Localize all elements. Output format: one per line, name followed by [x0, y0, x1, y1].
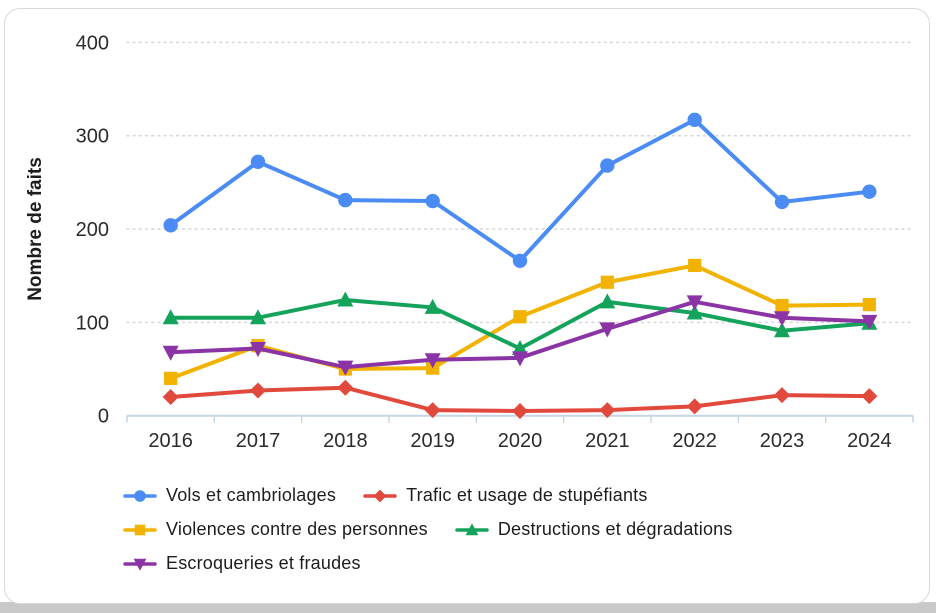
- data-point-marker: [600, 158, 615, 173]
- x-tick-label: 2023: [760, 430, 805, 452]
- legend-item-3[interactable]: Destructions et dégradations: [455, 519, 733, 540]
- data-point-marker: [162, 309, 179, 325]
- data-point-marker: [512, 253, 528, 268]
- x-tick-label: 2016: [148, 430, 193, 452]
- data-point-marker: [424, 298, 441, 314]
- series-line: [168, 117, 872, 263]
- series-4: [162, 295, 878, 376]
- data-point-marker: [688, 258, 702, 273]
- data-point-marker: [775, 298, 789, 313]
- y-tick-label: 400: [76, 32, 109, 54]
- data-point-marker: [250, 382, 266, 399]
- data-point-marker: [338, 192, 353, 208]
- data-point-marker: [162, 389, 179, 406]
- y-tick-label: 300: [76, 126, 109, 148]
- data-point-marker: [337, 360, 354, 376]
- data-point-marker: [465, 522, 479, 535]
- y-axis-title: Nombre de faits: [25, 157, 46, 301]
- x-tick-label: 2021: [585, 430, 630, 452]
- legend-label: Escroqueries et fraudes: [166, 553, 361, 573]
- x-tick-label: 2019: [410, 430, 455, 452]
- data-point-marker: [134, 489, 146, 502]
- data-point-marker: [686, 304, 703, 320]
- chart-legend: Vols et cambriolages Trafic et usage de s…: [123, 485, 733, 574]
- data-point-marker: [862, 184, 877, 199]
- legend-label: Violences contre des personnes: [166, 519, 428, 539]
- page-bottom-strip: [0, 602, 936, 613]
- square-legend-icon: [123, 524, 157, 535]
- data-point-marker: [599, 293, 616, 309]
- data-point-marker: [599, 322, 616, 338]
- data-point-marker: [134, 524, 146, 535]
- data-point-marker: [687, 112, 702, 128]
- x-tick-label: 2020: [498, 430, 543, 452]
- triangle-up-legend-icon: [455, 522, 489, 535]
- data-point-marker: [774, 311, 790, 327]
- legend-item-1[interactable]: Trafic et usage de stupéfiants: [363, 485, 647, 506]
- diamond-legend-icon: [363, 489, 397, 502]
- legend-item-2[interactable]: Violences contre des personnes: [123, 519, 428, 540]
- legend-item-0[interactable]: Vols et cambriolages: [123, 485, 336, 506]
- data-point-marker: [162, 345, 179, 361]
- data-point-marker: [862, 298, 876, 312]
- x-tick-label: 2017: [236, 430, 281, 452]
- data-point-marker: [600, 275, 614, 289]
- data-point-marker: [512, 351, 528, 367]
- triangle-down-legend-icon: [123, 558, 157, 571]
- data-point-marker: [512, 403, 528, 420]
- data-point-marker: [425, 193, 440, 209]
- circle-legend-icon: [123, 489, 157, 502]
- y-tick-label: 200: [76, 219, 109, 241]
- legend-row: Vols et cambriolages Trafic et usage de s…: [123, 485, 733, 506]
- data-point-marker: [337, 379, 354, 396]
- data-point-marker: [163, 218, 178, 233]
- series-1: [162, 379, 878, 420]
- series-0: [163, 112, 877, 268]
- data-point-marker: [512, 340, 528, 356]
- legend-item-4[interactable]: Escroqueries et fraudes: [123, 553, 361, 574]
- data-point-marker: [774, 387, 790, 404]
- legend-label: Destructions et dégradations: [497, 519, 733, 539]
- data-point-marker: [774, 194, 790, 210]
- y-tick-label: 0: [98, 406, 109, 428]
- data-point-marker: [373, 489, 387, 502]
- data-point-marker: [513, 310, 527, 324]
- data-point-marker: [861, 314, 878, 330]
- x-tick-label: 2022: [672, 430, 717, 452]
- data-point-marker: [686, 398, 703, 415]
- data-point-marker: [133, 558, 147, 571]
- data-point-marker: [424, 353, 441, 369]
- x-tick-label: 2024: [847, 430, 892, 452]
- y-tick-label: 100: [76, 312, 109, 334]
- data-point-marker: [686, 295, 703, 311]
- chart-card: 0 100 200 300 400 2016 2017 2018 2019 2020 2021 202…: [4, 8, 930, 604]
- data-point-marker: [250, 154, 266, 170]
- data-point-marker: [250, 309, 266, 325]
- legend-label: Trafic et usage de stupéfiants: [406, 485, 648, 505]
- data-point-marker: [861, 388, 878, 405]
- data-point-marker: [424, 402, 441, 419]
- data-point-marker: [337, 291, 354, 307]
- data-point-marker: [250, 342, 266, 358]
- line-chart: 0 100 200 300 400 2016 2017 2018 2019 2020 2021 202…: [25, 32, 914, 452]
- data-point-marker: [164, 371, 178, 385]
- data-point-marker: [599, 402, 616, 419]
- legend-row: Violences contre des personnes Destructio…: [123, 519, 733, 540]
- legend-row: Escroqueries et fraudes: [123, 553, 733, 574]
- data-point-marker: [774, 322, 790, 338]
- legend-label: Vols et cambriolages: [166, 485, 337, 505]
- x-tick-label: 2018: [323, 430, 368, 452]
